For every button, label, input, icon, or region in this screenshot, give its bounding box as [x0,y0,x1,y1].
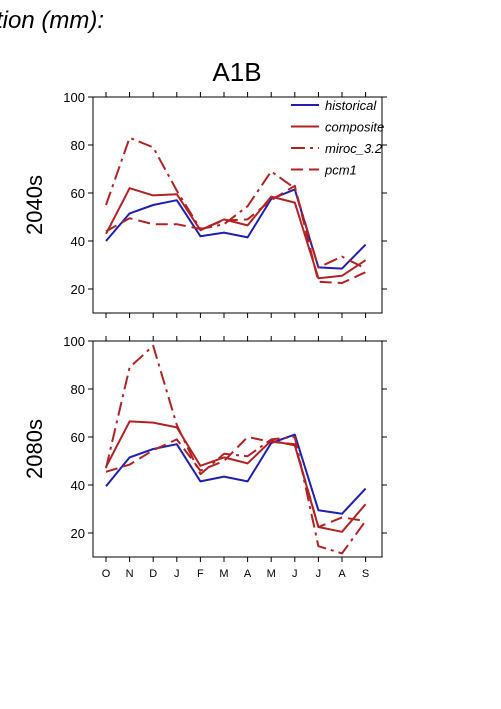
x-tick-label: A [244,568,252,580]
row-label-2040s: 2040s [22,175,47,235]
x-tick-label: J [292,568,298,580]
x-tick-label: O [102,568,111,580]
series-line-composite [105,187,367,280]
y-tick-label: 100 [63,334,85,349]
y-tick-label: 40 [71,234,85,249]
x-tick-label: J [174,568,180,580]
y-tick-label: 20 [71,526,85,541]
legend-label-historical: historical [325,98,377,113]
x-tick-label: D [149,568,157,580]
panels-group: 20 40 60 80 100 2040s historical composite miroc… [22,90,387,580]
x-tick-label: S [362,568,369,580]
legend: historical composite miroc_3.2 pcm1 [291,98,384,178]
series-line-composite [105,420,367,533]
legend-label-miroc_3.2: miroc_3.2 [325,141,383,156]
figure-header-title: tion (mm): [0,7,104,34]
y-tick-label: 60 [71,186,85,201]
plot-frame [92,340,383,558]
legend-label-composite: composite [325,120,384,135]
x-tick-label: F [197,568,204,580]
row-label-2080s: 2080s [22,419,47,479]
series-line-miroc_3.2 [105,136,367,270]
series-line-historical [105,188,367,270]
panel-2040s: 20 40 60 80 100 2040s historical composite miroc… [22,90,387,318]
x-tick-label: J [316,568,322,580]
y-tick-label: 80 [71,138,85,153]
panel-2080s: 20 40 60 80 100 O N D J F M A M J J A S 2080s [22,334,387,580]
x-tick-label: N [126,568,134,580]
legend-label-pcm1: pcm1 [324,163,357,178]
y-tick-label: 60 [71,430,85,445]
plot-frame [92,96,383,314]
x-tick-label: M [219,568,228,580]
series-line-miroc_3.2 [105,344,367,555]
x-tick-label: M [267,568,276,580]
series-line-pcm1 [105,184,367,284]
y-tick-label: 100 [63,90,85,105]
scenario-title: A1B [212,57,261,87]
y-tick-label: 20 [71,282,85,297]
series-line-historical [105,433,367,515]
x-tick-label: A [338,568,346,580]
y-tick-label: 40 [71,478,85,493]
y-tick-label: 80 [71,382,85,397]
series-line-pcm1 [105,436,366,528]
